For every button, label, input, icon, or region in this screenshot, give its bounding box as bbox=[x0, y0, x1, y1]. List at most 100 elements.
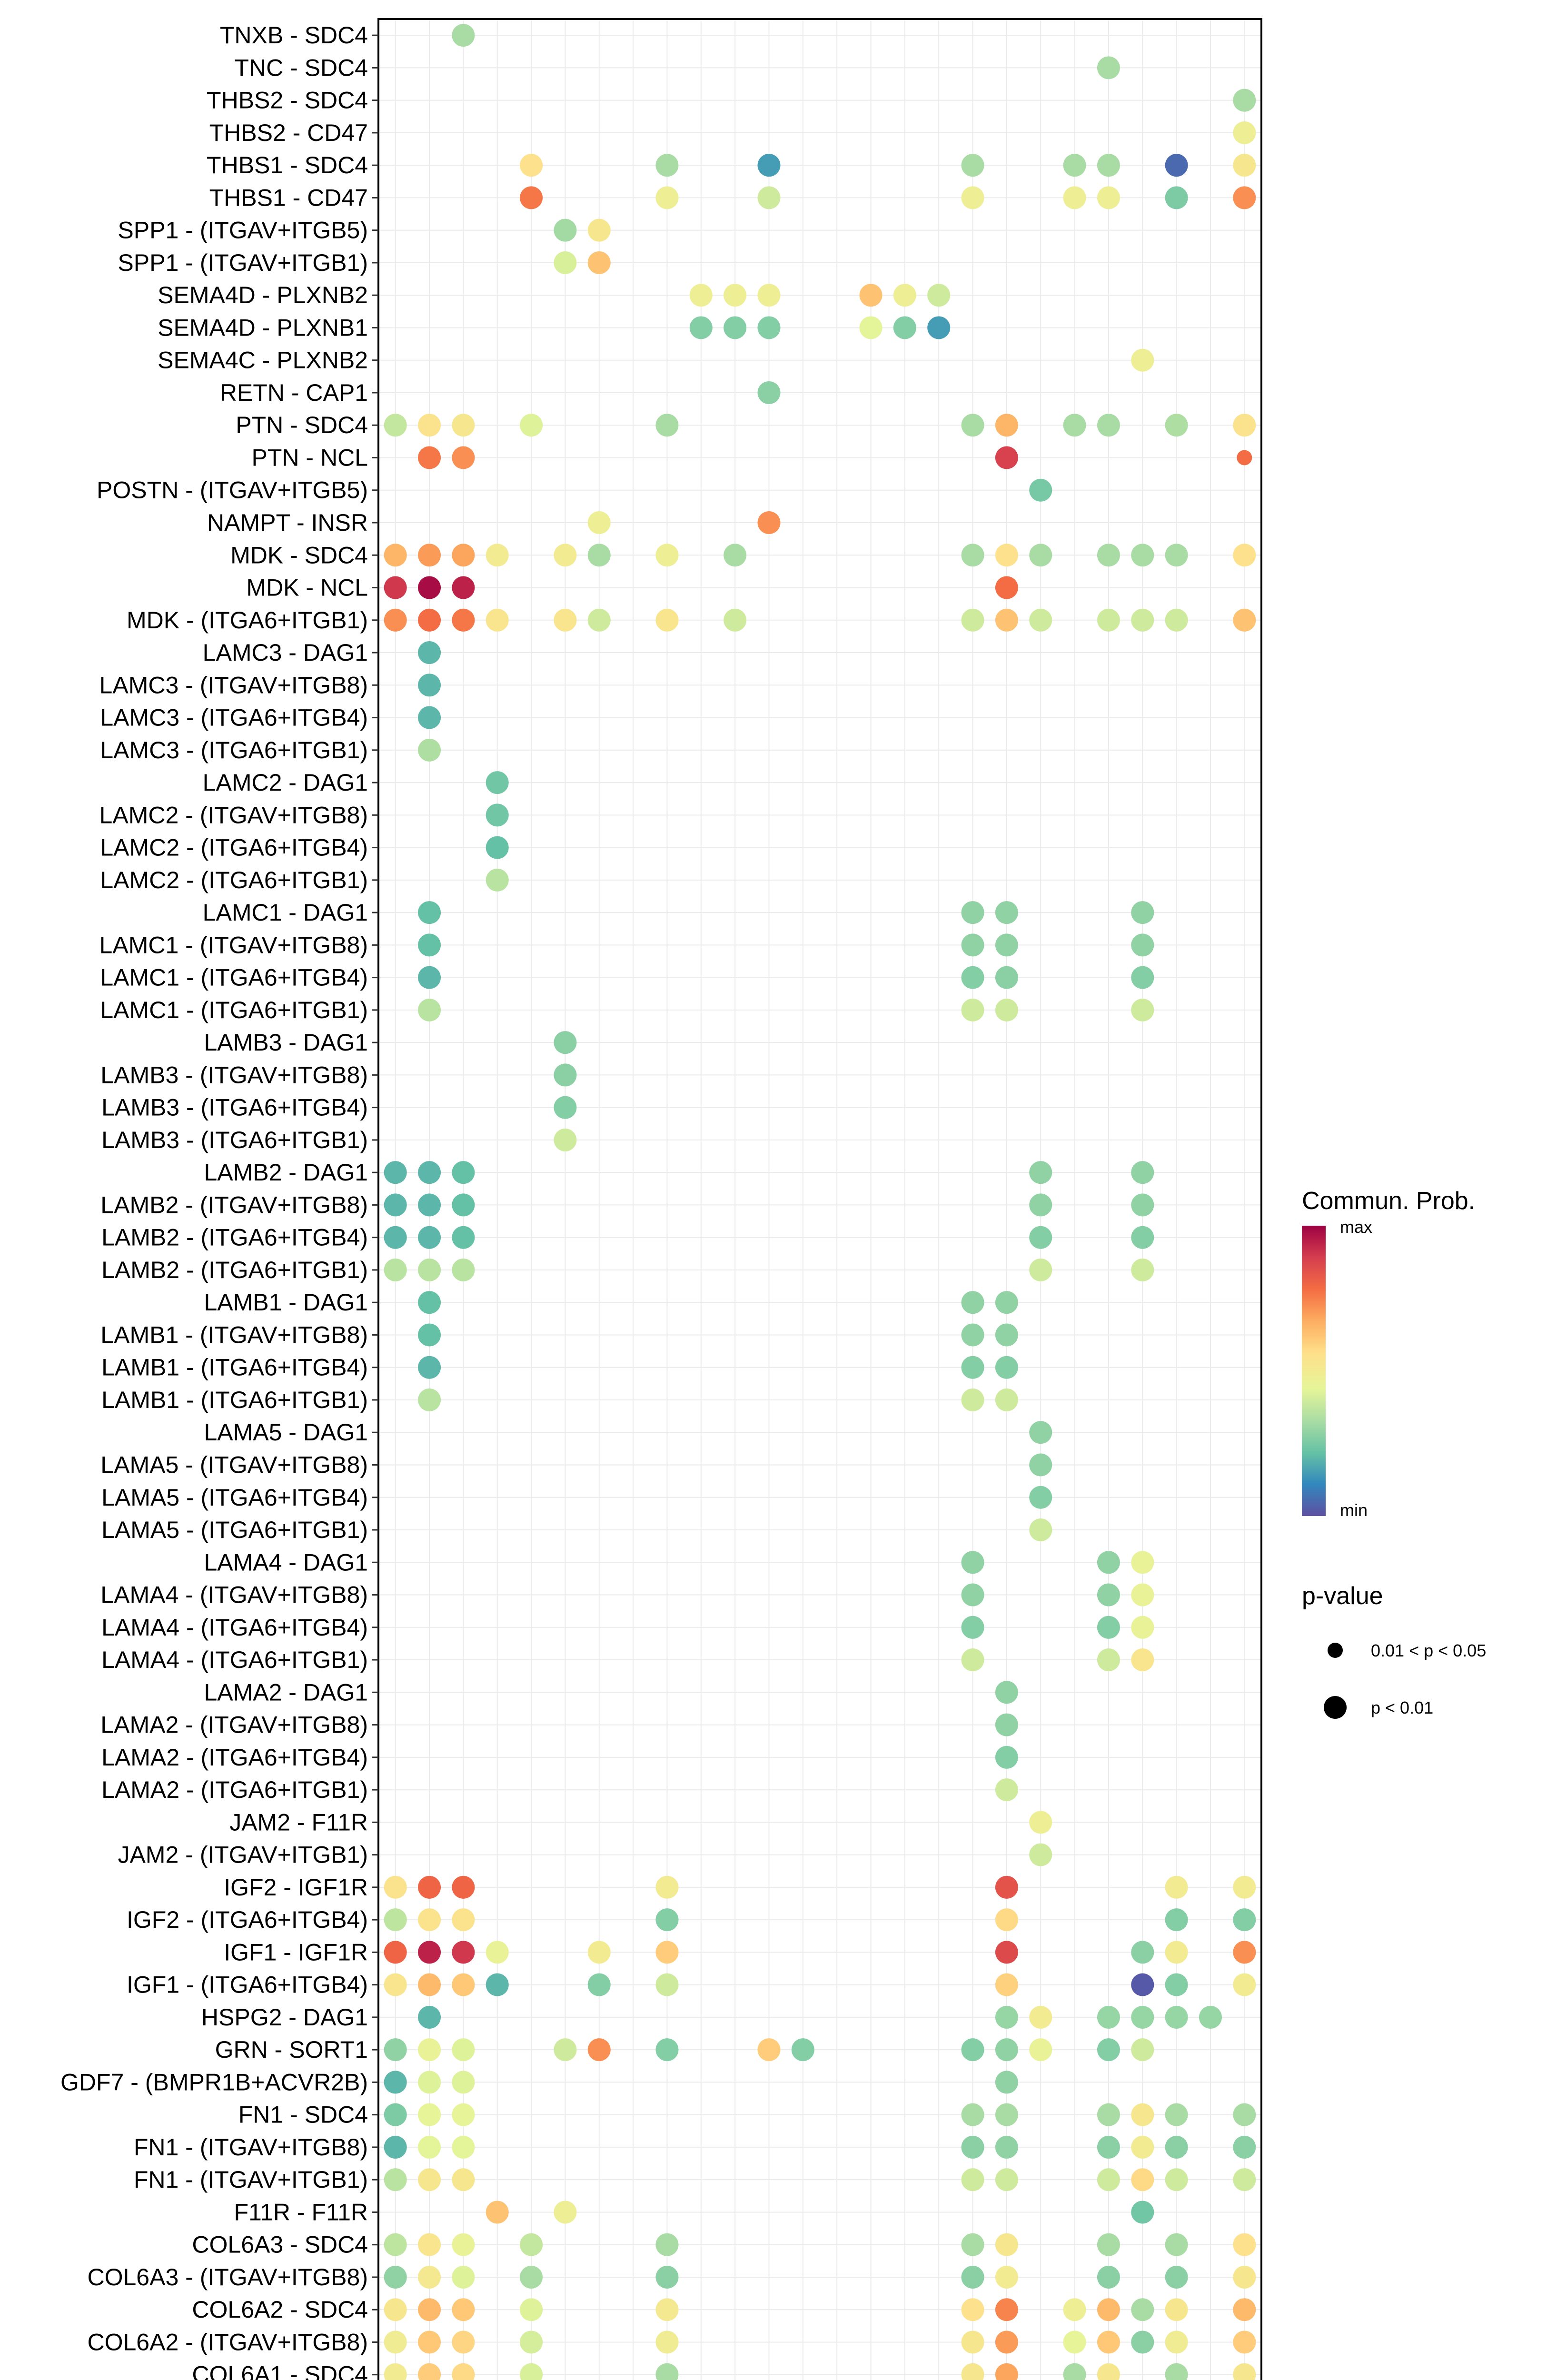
data-point bbox=[995, 901, 1018, 924]
data-point bbox=[452, 2330, 475, 2354]
data-point bbox=[486, 608, 509, 632]
data-point bbox=[418, 1161, 441, 1184]
data-point bbox=[418, 414, 441, 437]
y-tick-label: F11R - F11R bbox=[234, 2199, 368, 2225]
data-point bbox=[1029, 478, 1052, 502]
colorbar-min-label: min bbox=[1340, 1500, 1368, 1520]
data-point bbox=[418, 1291, 441, 1314]
data-point bbox=[961, 998, 984, 1021]
y-tick-label: MDK - (ITGA6+ITGB1) bbox=[127, 607, 368, 634]
y-tick-label: LAMB3 - DAG1 bbox=[204, 1029, 368, 1056]
y-tick-label: LAMB2 - DAG1 bbox=[204, 1159, 368, 1186]
data-point bbox=[418, 933, 441, 957]
data-point bbox=[1097, 2135, 1120, 2159]
y-tick-label: LAMC2 - (ITGA6+ITGB4) bbox=[100, 834, 368, 861]
data-point bbox=[418, 544, 441, 567]
y-tick-label: FN1 - SDC4 bbox=[238, 2102, 368, 2128]
data-point bbox=[1097, 2265, 1120, 2289]
data-point bbox=[452, 2363, 475, 2380]
data-point bbox=[520, 2298, 543, 2321]
data-point bbox=[927, 284, 951, 307]
data-point bbox=[961, 186, 984, 209]
data-point bbox=[995, 2071, 1018, 2094]
data-point bbox=[1165, 1908, 1188, 1932]
data-point bbox=[384, 1973, 407, 1996]
data-point bbox=[724, 608, 747, 632]
data-point bbox=[927, 316, 951, 339]
data-point bbox=[486, 2201, 509, 2224]
data-point bbox=[1097, 2363, 1120, 2380]
data-point bbox=[1131, 1258, 1154, 1281]
y-tick-label: LAMB3 - (ITGAV+ITGB8) bbox=[100, 1061, 368, 1088]
data-point bbox=[1029, 1811, 1052, 1834]
data-point bbox=[1097, 1551, 1120, 1574]
data-point bbox=[995, 2298, 1018, 2321]
data-point bbox=[1131, 2005, 1154, 2029]
grid-lines bbox=[378, 19, 1261, 2380]
data-point bbox=[418, 1226, 441, 1249]
panel-border bbox=[377, 18, 1262, 2380]
data-point bbox=[1165, 2103, 1188, 2126]
data-point bbox=[1131, 348, 1154, 372]
size-legend-small-dot bbox=[1328, 1643, 1343, 1658]
data-point bbox=[384, 2363, 407, 2380]
data-point bbox=[757, 186, 781, 209]
data-point bbox=[961, 2233, 984, 2256]
data-point bbox=[418, 2233, 441, 2256]
data-point bbox=[995, 2135, 1018, 2159]
data-point bbox=[486, 868, 509, 892]
data-point bbox=[1165, 2005, 1188, 2029]
data-point bbox=[452, 608, 475, 632]
data-point bbox=[452, 2265, 475, 2289]
data-point bbox=[1233, 121, 1256, 144]
data-point bbox=[486, 544, 509, 567]
y-tick-label: LAMA4 - DAG1 bbox=[204, 1549, 368, 1576]
data-point bbox=[1199, 2005, 1222, 2029]
data-point bbox=[384, 1193, 407, 1217]
data-point bbox=[554, 1128, 577, 1151]
data-point bbox=[1165, 1875, 1188, 1899]
data-point bbox=[1233, 186, 1256, 209]
y-tick-label: COL6A2 - SDC4 bbox=[192, 2296, 368, 2323]
data-point bbox=[418, 608, 441, 632]
data-point bbox=[995, 1681, 1018, 1704]
data-point bbox=[1233, 2233, 1256, 2256]
data-point bbox=[1131, 1551, 1154, 1574]
data-point bbox=[1063, 2363, 1086, 2380]
data-point bbox=[1131, 608, 1154, 632]
data-point bbox=[1029, 1518, 1052, 1542]
data-point bbox=[452, 24, 475, 47]
data-point bbox=[452, 1875, 475, 1899]
data-point bbox=[1233, 1875, 1256, 1899]
y-tick-label: LAMC1 - (ITGAV+ITGB8) bbox=[99, 932, 368, 958]
data-point bbox=[1097, 56, 1120, 79]
y-tick-label: LAMB1 - (ITGA6+ITGB4) bbox=[101, 1354, 368, 1381]
y-tick-label: FN1 - (ITGAV+ITGB8) bbox=[134, 2134, 368, 2161]
data-point bbox=[587, 1941, 611, 1964]
data-point bbox=[1233, 2330, 1256, 2354]
y-tick-label: SPP1 - (ITGAV+ITGB1) bbox=[118, 249, 368, 276]
data-point bbox=[587, 218, 611, 242]
data-point bbox=[1165, 186, 1188, 209]
y-tick-label: NAMPT - INSR bbox=[207, 509, 368, 536]
data-point bbox=[452, 446, 475, 469]
y-tick-label: LAMB3 - (ITGA6+ITGB1) bbox=[101, 1127, 368, 1153]
data-point bbox=[587, 2038, 611, 2062]
data-point bbox=[418, 1908, 441, 1932]
data-point bbox=[995, 2330, 1018, 2354]
y-tick-label: LAMA2 - DAG1 bbox=[204, 1679, 368, 1706]
data-point bbox=[995, 1941, 1018, 1964]
data-point bbox=[961, 2330, 984, 2354]
data-point bbox=[655, 186, 679, 209]
colorbar bbox=[1302, 1226, 1326, 1516]
data-point bbox=[587, 1973, 611, 1996]
data-point bbox=[1029, 1226, 1052, 1249]
data-point bbox=[1165, 2168, 1188, 2192]
data-point bbox=[1165, 2363, 1188, 2380]
data-point bbox=[418, 2103, 441, 2126]
data-point bbox=[1233, 2265, 1256, 2289]
y-tick-label: THBS2 - CD47 bbox=[209, 119, 368, 146]
data-point bbox=[452, 2168, 475, 2192]
data-point bbox=[418, 446, 441, 469]
